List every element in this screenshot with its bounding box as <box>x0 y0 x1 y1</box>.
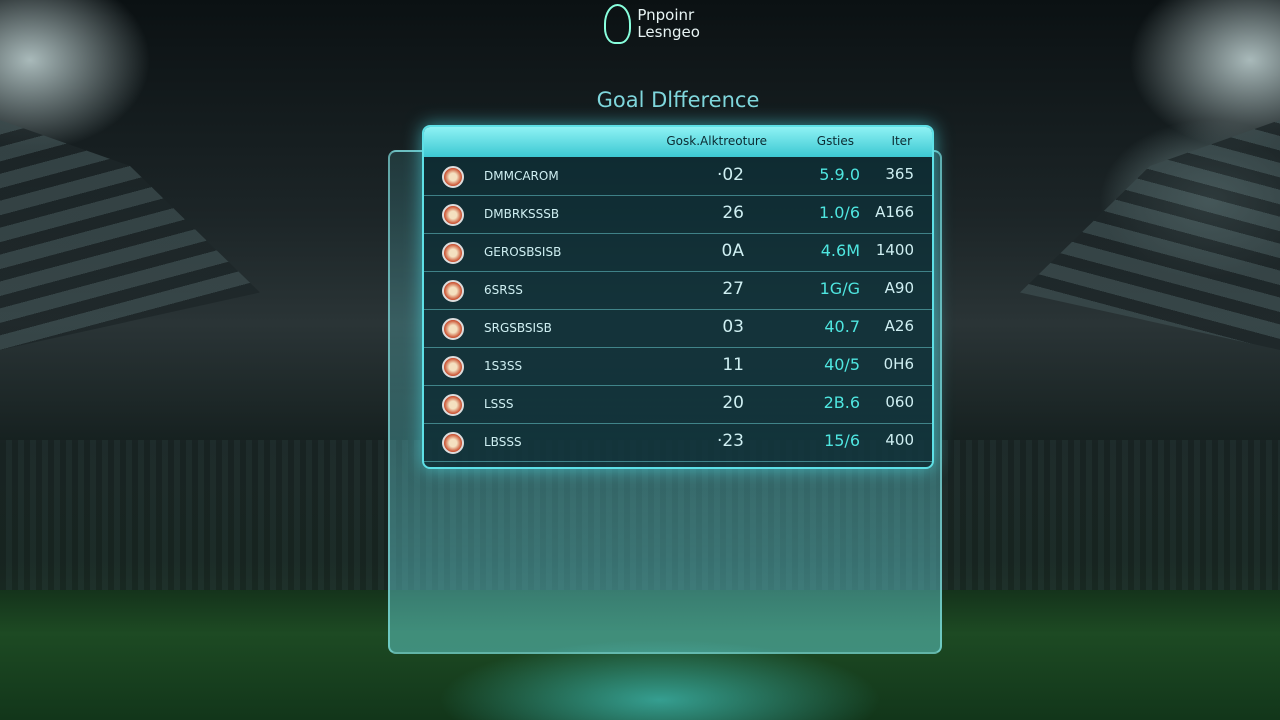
table-header: Gosk.Alktreoture Gsties Iter <box>424 127 932 157</box>
cell: 1400 <box>875 241 914 259</box>
team-name: LSSS <box>484 397 514 411</box>
cell: 5.9.0 <box>819 165 860 184</box>
table-row: DMMCAROM ·02 5.9.0 365 <box>424 157 932 196</box>
column-header: Iter <box>891 134 912 148</box>
team-name: DMBRKSSSB <box>484 207 560 221</box>
table-row: DMBRKSSSB 26 1.0/6 A166 <box>424 195 932 234</box>
cell: 03 <box>722 317 744 337</box>
team-name: 1S3SS <box>484 359 523 373</box>
cell: 20 <box>722 393 744 413</box>
cell: 0A <box>721 241 744 261</box>
team-name: DMMCAROM <box>484 169 559 183</box>
table-row: 6SRSS 27 1G/G A90 <box>424 271 932 310</box>
team-name: LBSSS <box>484 435 522 449</box>
logo-text: Pnpoinr Lesngeo <box>637 6 700 41</box>
team-badge <box>442 166 464 188</box>
table-row: SRGSBSISB 03 40.7 A26 <box>424 309 932 348</box>
team-badge <box>442 242 464 264</box>
cell: 26 <box>722 203 744 223</box>
cell: 365 <box>885 165 914 183</box>
cell: 4.6M <box>820 241 860 260</box>
cell: 060 <box>885 393 914 411</box>
team-name: GEROSBSISB <box>484 245 562 259</box>
cell: 400 <box>885 431 914 449</box>
logo: Pnpoinr Lesngeo <box>604 4 734 44</box>
cell: ·02 <box>716 165 744 185</box>
team-name: SRGSBSISB <box>484 321 552 335</box>
team-badge <box>442 204 464 226</box>
table-row: LBSSS ·23 15/6 400 <box>424 423 932 462</box>
stadium-roof <box>1020 120 1280 350</box>
team-badge <box>442 280 464 302</box>
team-name: 6SRSS <box>484 283 523 297</box>
table-row: 1S3SS 11 40/5 0H6 <box>424 347 932 386</box>
team-badge <box>442 356 464 378</box>
team-badge <box>442 432 464 454</box>
cell: A166 <box>875 203 914 221</box>
crest <box>604 4 632 44</box>
cell: 27 <box>722 279 744 299</box>
cell: 15/6 <box>824 431 860 450</box>
cell: A90 <box>884 279 914 297</box>
table: Gosk.Alktreoture Gsties Iter DMMCAROM ·02 5.… <box>422 125 934 469</box>
cell: A26 <box>884 317 914 335</box>
cell: 1.0/6 <box>818 203 860 222</box>
cell: 40/5 <box>824 355 860 374</box>
column-header: Gsties <box>816 134 854 148</box>
table-row: LSSS 20 2B.6 060 <box>424 385 932 424</box>
table-row: GEROSBSISB 0A 4.6M 1400 <box>424 233 932 272</box>
cell: 40.7 <box>824 317 860 336</box>
cell: ·23 <box>716 431 744 451</box>
stadium-roof <box>0 120 260 350</box>
team-badge <box>442 318 464 340</box>
column-header: Gosk.Alktreoture <box>666 134 767 148</box>
cell: 0H6 <box>883 355 914 373</box>
team-badge <box>442 394 464 416</box>
cell: 2B.6 <box>823 393 860 412</box>
cell: 11 <box>722 355 744 375</box>
cell: 1G/G <box>819 279 860 298</box>
title: Goal Dlfference <box>596 88 760 112</box>
